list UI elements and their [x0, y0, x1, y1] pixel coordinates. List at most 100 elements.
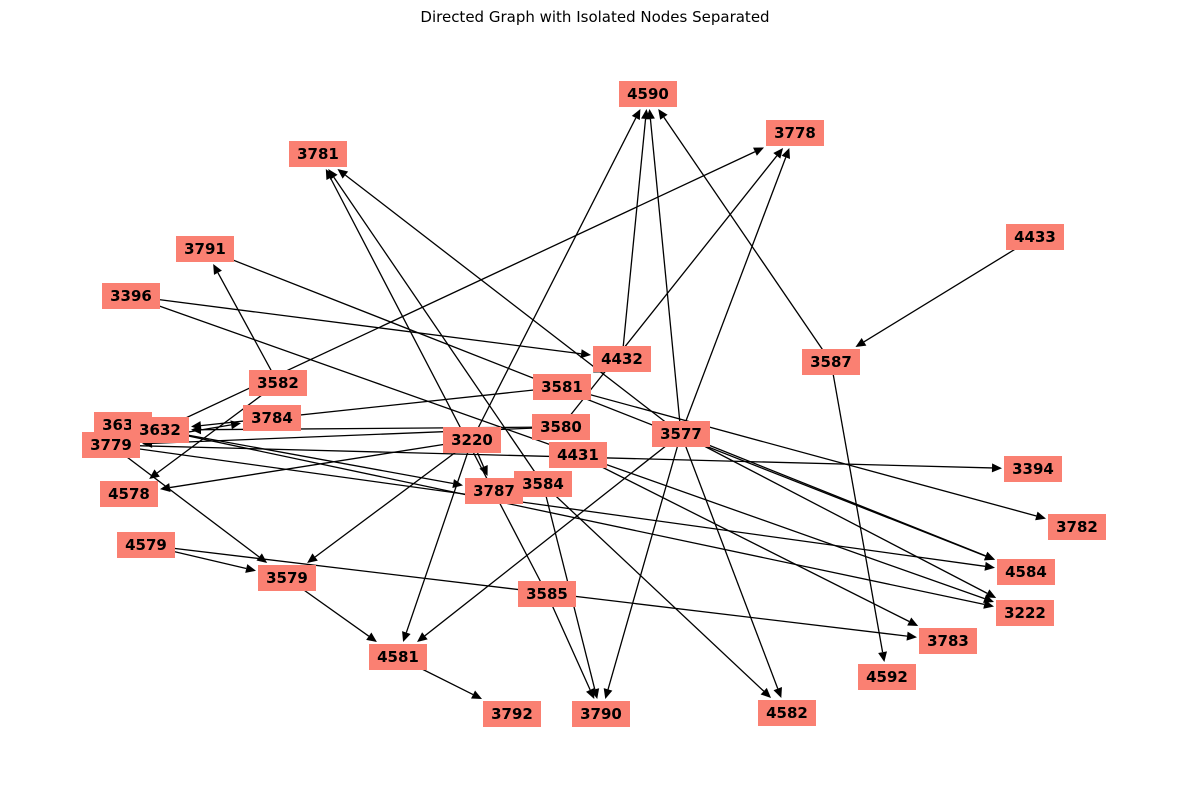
edge-3220-4590 [471, 117, 637, 441]
arrowhead-3581-3782 [1035, 511, 1046, 521]
node-box [102, 283, 160, 309]
node-4590[interactable]: 4590 [619, 81, 677, 107]
node-label: 4581 [377, 648, 419, 666]
node-box [465, 478, 523, 504]
node-label: 3579 [266, 569, 308, 587]
node-label: 4582 [766, 704, 808, 722]
node-label: 3587 [810, 353, 852, 371]
node-box [532, 414, 590, 440]
node-3782[interactable]: 3782 [1048, 514, 1106, 540]
arrowhead-3579-4581 [366, 632, 377, 642]
node-label: 3782 [1056, 518, 1098, 536]
node-box [1004, 456, 1062, 482]
node-3222[interactable]: 3222 [996, 600, 1054, 626]
edge-3584-3781 [333, 176, 544, 485]
node-3585[interactable]: 3585 [518, 581, 576, 607]
node-label: 3792 [491, 705, 533, 723]
edge-3632-3222 [159, 429, 985, 606]
arrowhead-3220-3579 [307, 553, 318, 563]
node-4431[interactable]: 4431 [549, 442, 607, 468]
node-3394[interactable]: 3394 [1004, 456, 1062, 482]
node-label: 3585 [526, 585, 568, 603]
node-3396[interactable]: 3396 [102, 283, 160, 309]
node-label: 3791 [184, 240, 226, 258]
node-box [514, 471, 572, 497]
node-box [243, 405, 301, 431]
arrowhead-3220-4590 [631, 109, 641, 120]
node-label: 3220 [451, 431, 493, 449]
edge-3577-3778 [680, 157, 787, 435]
node-label: 3222 [1004, 604, 1046, 622]
node-3584[interactable]: 3584 [514, 471, 572, 497]
node-3577[interactable]: 3577 [652, 421, 710, 447]
node-4579[interactable]: 4579 [117, 532, 175, 558]
arrowhead-3791-4584 [984, 551, 995, 561]
node-4581[interactable]: 4581 [369, 644, 427, 670]
edge-3779-3579 [110, 444, 260, 558]
node-3587[interactable]: 3587 [802, 349, 860, 375]
node-box [997, 559, 1055, 585]
node-box [619, 81, 677, 107]
node-3784[interactable]: 3784 [243, 405, 301, 431]
arrowhead-3582-3791 [213, 264, 222, 275]
node-label: 3577 [660, 425, 702, 443]
node-4432[interactable]: 4432 [593, 346, 651, 372]
node-4592[interactable]: 4592 [858, 664, 916, 690]
node-box [518, 581, 576, 607]
node-3791[interactable]: 3791 [176, 236, 234, 262]
node-3581[interactable]: 3581 [533, 374, 591, 400]
node-box [549, 442, 607, 468]
arrowhead-3580-3778 [773, 148, 784, 159]
arrowhead-3577-4590 [645, 109, 655, 120]
node-3787[interactable]: 3787 [465, 478, 523, 504]
node-3582[interactable]: 3582 [249, 370, 307, 396]
edge-3580-3778 [560, 155, 778, 428]
edge-3584-4582 [542, 483, 765, 692]
arrowhead-3577-3781 [337, 169, 349, 179]
node-box [131, 417, 189, 443]
node-label: 3581 [541, 378, 583, 396]
node-3778[interactable]: 3778 [766, 120, 824, 146]
node-label: 4433 [1014, 228, 1056, 246]
node-box [652, 421, 710, 447]
node-4578[interactable]: 4578 [100, 481, 158, 507]
node-3579[interactable]: 3579 [258, 565, 316, 591]
node-label: 3781 [297, 145, 339, 163]
node-4584[interactable]: 4584 [997, 559, 1055, 585]
arrowhead-3220-4578 [160, 483, 171, 493]
edge-3632-3787 [159, 429, 454, 485]
edge-3581-3782 [561, 386, 1037, 517]
arrowhead-4431-3783 [907, 617, 919, 626]
edge-3220-4581 [405, 439, 473, 633]
edge-3577-3781 [344, 174, 682, 435]
node-3580[interactable]: 3580 [532, 414, 590, 440]
arrowhead-4581-3792 [471, 690, 482, 699]
node-3783[interactable]: 3783 [919, 628, 977, 654]
edge-3396-4432 [130, 295, 582, 355]
edge-4431-3783 [577, 454, 910, 623]
node-label: 4590 [627, 85, 669, 103]
arrowhead-3779-3579 [256, 553, 268, 563]
node-label: 3632 [139, 421, 181, 439]
node-box [919, 628, 977, 654]
node-4433[interactable]: 4433 [1006, 224, 1064, 250]
arrowhead-3585-3781 [325, 169, 335, 180]
edge-3585-3790 [546, 593, 591, 691]
node-3220[interactable]: 3220 [443, 427, 501, 453]
node-label: 4584 [1005, 563, 1047, 581]
edge-3220-3579 [314, 439, 473, 558]
edge-4432-4590 [621, 118, 647, 360]
node-3779[interactable]: 3779 [82, 432, 140, 458]
node-box [258, 565, 316, 591]
node-label: 3790 [580, 705, 622, 723]
node-3792[interactable]: 3792 [483, 701, 541, 727]
node-box [1006, 224, 1064, 250]
node-3781[interactable]: 3781 [289, 141, 347, 167]
node-box [593, 346, 651, 372]
node-4582[interactable]: 4582 [758, 700, 816, 726]
node-3632[interactable]: 3632 [131, 417, 189, 443]
arrowhead-3577-3222 [985, 589, 997, 598]
edges-layer [110, 109, 1046, 699]
node-3790[interactable]: 3790 [572, 701, 630, 727]
